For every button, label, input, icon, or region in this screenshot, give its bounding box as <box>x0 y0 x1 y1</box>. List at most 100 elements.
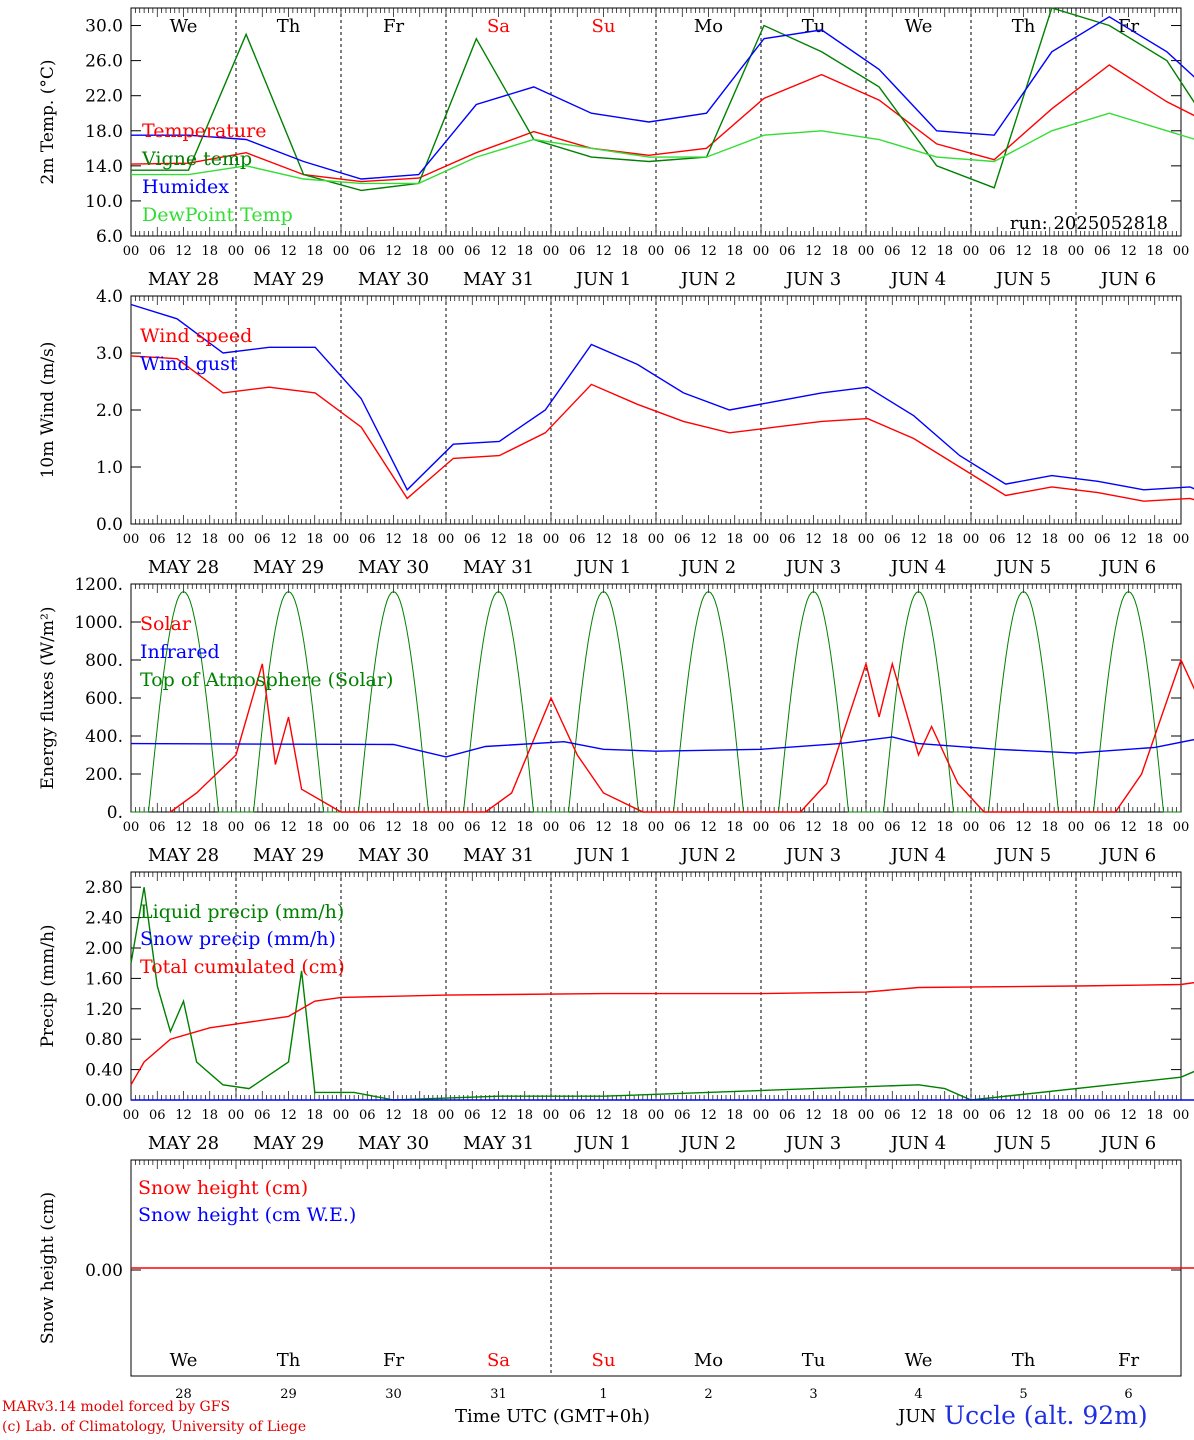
date-label: JUN 6 <box>1099 557 1156 578</box>
date-label: JUN 1 <box>574 1133 631 1154</box>
hour-tick-label: 00 <box>543 1108 560 1123</box>
hour-tick-label: 18 <box>1146 1108 1163 1123</box>
legend-label: Vigne temp <box>141 148 252 170</box>
hour-tick-label: 06 <box>464 1108 481 1123</box>
hour-tick-label: 06 <box>884 244 901 259</box>
series-line-liquid-precip-mm-h- <box>130 887 1194 1101</box>
weekday-label: Fr <box>383 1350 404 1371</box>
hour-tick-label: 00 <box>333 532 350 547</box>
hour-tick-label: 12 <box>175 820 192 835</box>
y-tick-label: 2.00 <box>85 939 123 959</box>
date-label: JUN 5 <box>994 557 1051 578</box>
hour-tick-label: 00 <box>543 244 560 259</box>
date-label: JUN 4 <box>889 269 946 290</box>
date-label: JUN 4 <box>889 845 946 866</box>
hour-tick-label: 06 <box>149 1108 166 1123</box>
hour-tick-label: 06 <box>674 244 691 259</box>
hour-tick-label: 00 <box>753 244 770 259</box>
hour-tick-label: 06 <box>254 244 271 259</box>
hour-tick-label: 00 <box>648 244 665 259</box>
hour-tick-label: 00 <box>123 820 140 835</box>
hour-tick-label: 06 <box>569 1108 586 1123</box>
y-tick-label: 10.0 <box>85 192 123 212</box>
hour-tick-label: 18 <box>306 1108 323 1123</box>
date-label: JUN 2 <box>679 1133 736 1154</box>
hour-tick-label: 12 <box>490 532 507 547</box>
date-label: MAY 30 <box>358 269 429 290</box>
y-tick-label: 4.0 <box>96 287 123 307</box>
hour-tick-label: 00 <box>753 820 770 835</box>
hour-tick-label: 18 <box>201 244 218 259</box>
y-tick-label: 1.0 <box>96 458 123 478</box>
date-label: JUN 6 <box>1099 269 1156 290</box>
hour-tick-label: 06 <box>1094 820 1111 835</box>
hour-tick-label: 12 <box>1015 820 1032 835</box>
hour-tick-label: 00 <box>1173 1108 1190 1123</box>
date-label: JUN 6 <box>1099 845 1156 866</box>
date-label: JUN 1 <box>574 845 631 866</box>
hour-tick-label: 00 <box>1068 1108 1085 1123</box>
y-tick-label: 18.0 <box>85 122 123 142</box>
hour-tick-label: 12 <box>385 820 402 835</box>
hour-tick-label: 18 <box>831 244 848 259</box>
hour-tick-label: 00 <box>228 244 245 259</box>
hour-tick-label: 18 <box>621 820 638 835</box>
series-line-total-cumulated-cm- <box>130 981 1194 1086</box>
hour-tick-label: 06 <box>359 244 376 259</box>
weekday-label: Sa <box>487 16 510 37</box>
day-number-label: 3 <box>809 1387 817 1402</box>
hour-tick-label: 18 <box>936 244 953 259</box>
date-label: MAY 31 <box>463 1133 534 1154</box>
hour-tick-label: 12 <box>595 244 612 259</box>
hour-tick-label: 12 <box>280 1108 297 1123</box>
hour-tick-label: 18 <box>936 532 953 547</box>
hour-tick-label: 12 <box>595 820 612 835</box>
y-axis-label: 10m Wind (m/s) <box>38 342 58 479</box>
date-label: JUN 3 <box>784 269 841 290</box>
hour-tick-label: 18 <box>1146 820 1163 835</box>
day-number-label: 29 <box>280 1387 297 1402</box>
station-label: Uccle (alt. 92m) <box>944 1401 1148 1430</box>
hour-tick-label: 18 <box>1041 820 1058 835</box>
hour-tick-label: 06 <box>464 532 481 547</box>
hour-tick-label: 06 <box>254 1108 271 1123</box>
hour-tick-label: 12 <box>1015 532 1032 547</box>
hour-tick-label: 00 <box>333 244 350 259</box>
hour-tick-label: 18 <box>306 820 323 835</box>
series-line-wind-gust <box>130 303 1194 491</box>
day-number-label: 28 <box>175 1387 192 1402</box>
day-number-label: 6 <box>1124 1387 1132 1402</box>
y-tick-label: 200. <box>85 765 123 785</box>
legend-label: Temperature <box>142 120 266 142</box>
hour-tick-label: 12 <box>280 820 297 835</box>
y-tick-label: 0.0 <box>96 515 123 535</box>
hour-tick-label: 12 <box>700 532 717 547</box>
hour-tick-label: 18 <box>726 1108 743 1123</box>
hour-tick-label: 12 <box>700 1108 717 1123</box>
y-tick-label: 2.80 <box>85 878 123 898</box>
legend-label: Infrared <box>140 641 220 663</box>
hour-tick-label: 00 <box>858 244 875 259</box>
legend-label: Solar <box>140 613 192 635</box>
date-label: JUN 2 <box>679 845 736 866</box>
hour-tick-label: 06 <box>1094 532 1111 547</box>
hour-tick-label: 18 <box>831 532 848 547</box>
legend-label: Wind gust <box>140 353 238 375</box>
run-annotation: run: 2025052818 <box>1010 213 1168 234</box>
date-label: JUN 1 <box>574 557 631 578</box>
y-tick-label: 1000. <box>74 613 123 633</box>
hour-tick-label: 12 <box>385 244 402 259</box>
date-label: JUN 5 <box>994 845 1051 866</box>
hour-tick-label: 06 <box>464 244 481 259</box>
date-label: JUN 1 <box>574 269 631 290</box>
date-label: JUN 4 <box>889 1133 946 1154</box>
series-line-infrared <box>130 736 1194 758</box>
y-tick-label: 26.0 <box>85 52 123 72</box>
hour-tick-label: 18 <box>726 532 743 547</box>
hour-tick-label: 06 <box>569 532 586 547</box>
day-number-label: 1 <box>599 1387 607 1402</box>
hour-tick-label: 18 <box>831 1108 848 1123</box>
weekday-label: Fr <box>1118 1350 1139 1371</box>
y-tick-label: 2.0 <box>96 401 123 421</box>
hour-tick-label: 06 <box>359 1108 376 1123</box>
